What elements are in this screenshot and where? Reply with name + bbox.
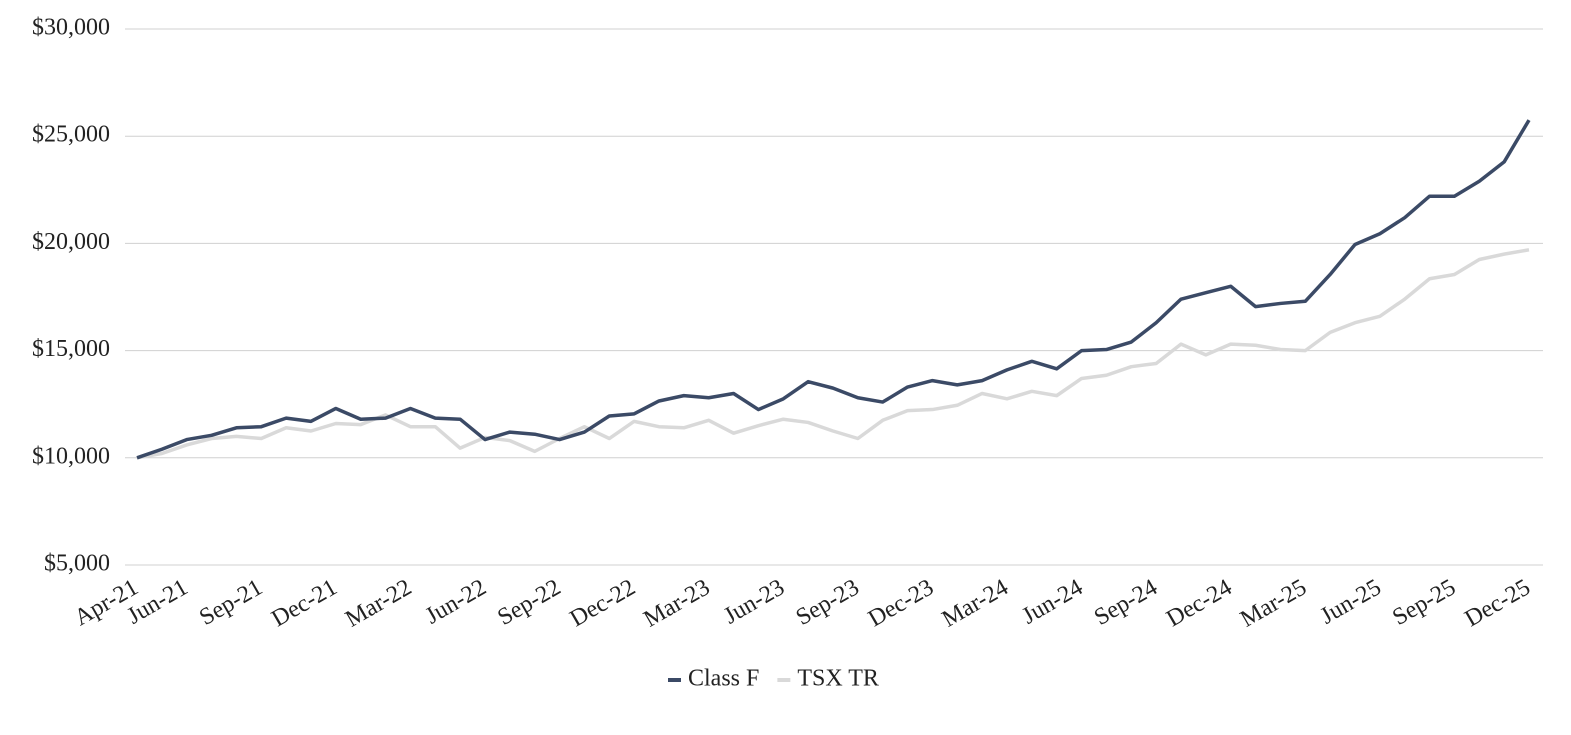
x-tick-label: Jun-23 (719, 574, 789, 629)
x-tick-label: Dec-22 (566, 574, 640, 632)
x-tick-label: Mar-25 (1236, 574, 1311, 632)
x-tick-label: Jun-24 (1018, 574, 1088, 629)
x-tick-label: Sep-23 (792, 574, 864, 631)
y-tick-label: $30,000 (32, 15, 110, 41)
x-tick-label: Sep-22 (493, 574, 565, 631)
legend: Class F TSX TR (668, 666, 879, 692)
x-tick-label: Mar-23 (640, 574, 715, 632)
y-tick-label: $5,000 (44, 551, 110, 577)
x-tick-label: Mar-24 (938, 574, 1013, 632)
x-tick-label: Dec-24 (1162, 574, 1236, 632)
x-tick-label: Dec-25 (1461, 574, 1535, 632)
x-tick-label: Sep-21 (195, 574, 267, 631)
x-tick-label: Sep-25 (1388, 574, 1460, 631)
x-tick-label: Dec-23 (864, 574, 938, 632)
x-tick-label: Jun-22 (421, 574, 491, 629)
y-tick-label: $20,000 (32, 229, 110, 255)
x-tick-label: Jun-25 (1316, 574, 1386, 629)
x-tick-label: Dec-21 (267, 574, 341, 632)
x-tick-label: Mar-22 (341, 574, 416, 632)
y-tick-label: $15,000 (32, 336, 110, 362)
x-tick-label: Sep-24 (1090, 574, 1162, 631)
series-line (136, 119, 1531, 460)
y-tick-label: $25,000 (32, 122, 110, 148)
series-line (136, 248, 1530, 460)
y-tick-label: $10,000 (32, 443, 110, 469)
legend-label: TSX TR (797, 666, 879, 692)
legend-label: Class F (688, 666, 759, 692)
